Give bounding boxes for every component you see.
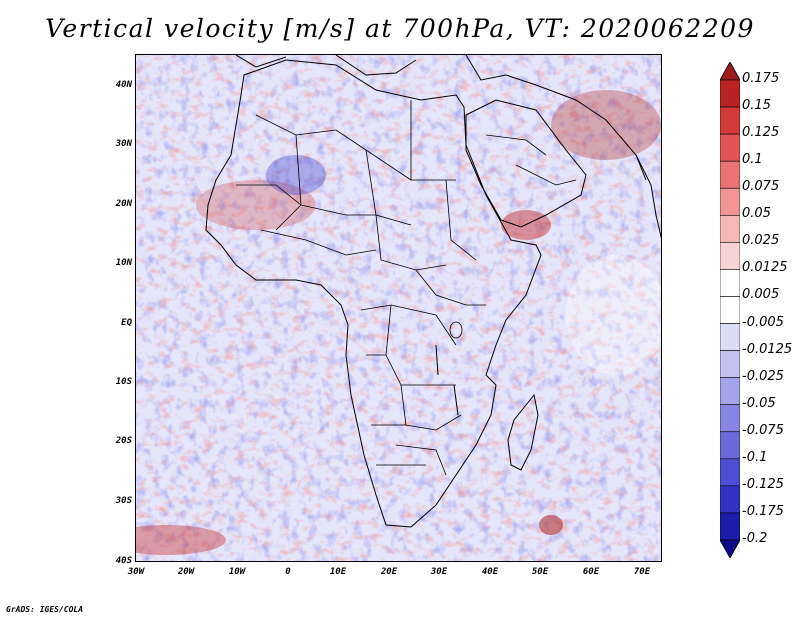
colorbar-level-label: -0.2 bbox=[742, 531, 768, 546]
chart-title: Vertical velocity [m/s] at 700hPa, VT: 2… bbox=[45, 14, 755, 43]
credit-text: GrADS: IGES/COLA bbox=[6, 605, 84, 614]
colorbar-level-label: 0.1 bbox=[742, 152, 763, 168]
colorbar-swatch bbox=[720, 458, 740, 487]
colorbar-level-label: -0.05 bbox=[742, 395, 776, 411]
ascent-speckle bbox=[136, 55, 661, 561]
colorbar-level-label: -0.0125 bbox=[742, 341, 793, 357]
africa-coastline bbox=[205, 59, 542, 528]
lon-label: 10W bbox=[228, 567, 246, 577]
lon-label: 30E bbox=[430, 567, 448, 577]
iran-ascent-patch bbox=[551, 90, 661, 160]
colorbar-swatch bbox=[720, 242, 740, 270]
colorbar-swatch bbox=[720, 377, 740, 406]
lon-label: 20W bbox=[177, 567, 195, 577]
colorbar-top-arrow bbox=[720, 62, 740, 81]
colorbar-swatch bbox=[720, 485, 740, 514]
colorbar-swatch bbox=[720, 512, 740, 541]
lon-label: 50E bbox=[531, 567, 549, 577]
colorbar-level-label: 0.075 bbox=[742, 179, 780, 195]
madagascar-coastline bbox=[507, 393, 539, 471]
colorbar-level-label: 0.175 bbox=[742, 71, 780, 86]
colorbar-level-label: 0.125 bbox=[742, 125, 780, 141]
india-coastline bbox=[635, 154, 661, 239]
colorbar-level-label: -0.175 bbox=[742, 503, 784, 519]
colorbar-swatch bbox=[720, 269, 740, 297]
colorbar-swatch bbox=[720, 431, 740, 460]
lon-label: 60E bbox=[582, 567, 600, 577]
lon-label: 30W bbox=[127, 567, 145, 577]
lat-label: 40S bbox=[115, 556, 132, 566]
colorbar-swatch bbox=[720, 106, 740, 135]
colorbar-swatch bbox=[720, 404, 740, 433]
lon-label: 10E bbox=[329, 567, 347, 577]
map-panel bbox=[135, 54, 662, 562]
lat-label: 20S bbox=[115, 436, 132, 446]
sahara-descent-patch bbox=[266, 155, 326, 195]
south-atlantic-ascent-band bbox=[136, 525, 226, 555]
lat-label: 20N bbox=[115, 199, 132, 209]
arabia-coastline bbox=[465, 99, 587, 228]
lon-label: 70E bbox=[633, 567, 651, 577]
colorbar-level-label: -0.125 bbox=[742, 476, 784, 492]
colorbar-level-label: -0.025 bbox=[742, 368, 784, 384]
lat-label: 10N bbox=[115, 258, 132, 268]
lat-label: 30N bbox=[115, 139, 132, 149]
lake-tanganyika bbox=[435, 344, 439, 376]
colorbar-level-label: -0.075 bbox=[742, 422, 784, 438]
colorbar-swatch bbox=[720, 350, 740, 378]
colorbar-level-label: 0.05 bbox=[742, 206, 771, 222]
lon-label: 0 bbox=[285, 567, 291, 577]
colorbar-swatch bbox=[720, 214, 740, 243]
lat-label: 40N bbox=[115, 80, 132, 90]
lat-label: 30S bbox=[115, 496, 132, 506]
lat-label: EQ bbox=[121, 318, 132, 328]
lake-malawi bbox=[453, 384, 459, 416]
country-borders bbox=[236, 100, 577, 476]
colorbar-level-label: 0.15 bbox=[742, 98, 771, 114]
colorbar-level-label: 0.025 bbox=[742, 233, 780, 249]
colorbar-level-label: -0.1 bbox=[742, 449, 768, 465]
europe-coastline bbox=[235, 55, 647, 181]
colorbar-swatch bbox=[720, 296, 740, 324]
colorbar-level-label: 0.005 bbox=[742, 287, 780, 303]
lon-label: 40E bbox=[481, 567, 499, 577]
colorbar-swatch bbox=[720, 187, 740, 216]
lon-label: 20E bbox=[380, 567, 398, 577]
colorbar-level-label: -0.005 bbox=[742, 314, 784, 330]
colorbar-level-label: 0.0125 bbox=[742, 260, 788, 276]
arabian-sea-calm bbox=[566, 255, 661, 375]
colorbar-swatch bbox=[720, 323, 740, 351]
colorbar-bottom-arrow bbox=[720, 539, 740, 558]
vertical-velocity-field bbox=[136, 55, 661, 561]
se-ascent-spot bbox=[539, 515, 563, 535]
lat-label: 10S bbox=[115, 377, 132, 387]
colorbar-swatch bbox=[720, 160, 740, 189]
lake-victoria bbox=[449, 321, 463, 339]
colorbar-swatch bbox=[720, 133, 740, 162]
colorbar-swatch bbox=[720, 79, 740, 108]
colorbar bbox=[720, 62, 740, 558]
